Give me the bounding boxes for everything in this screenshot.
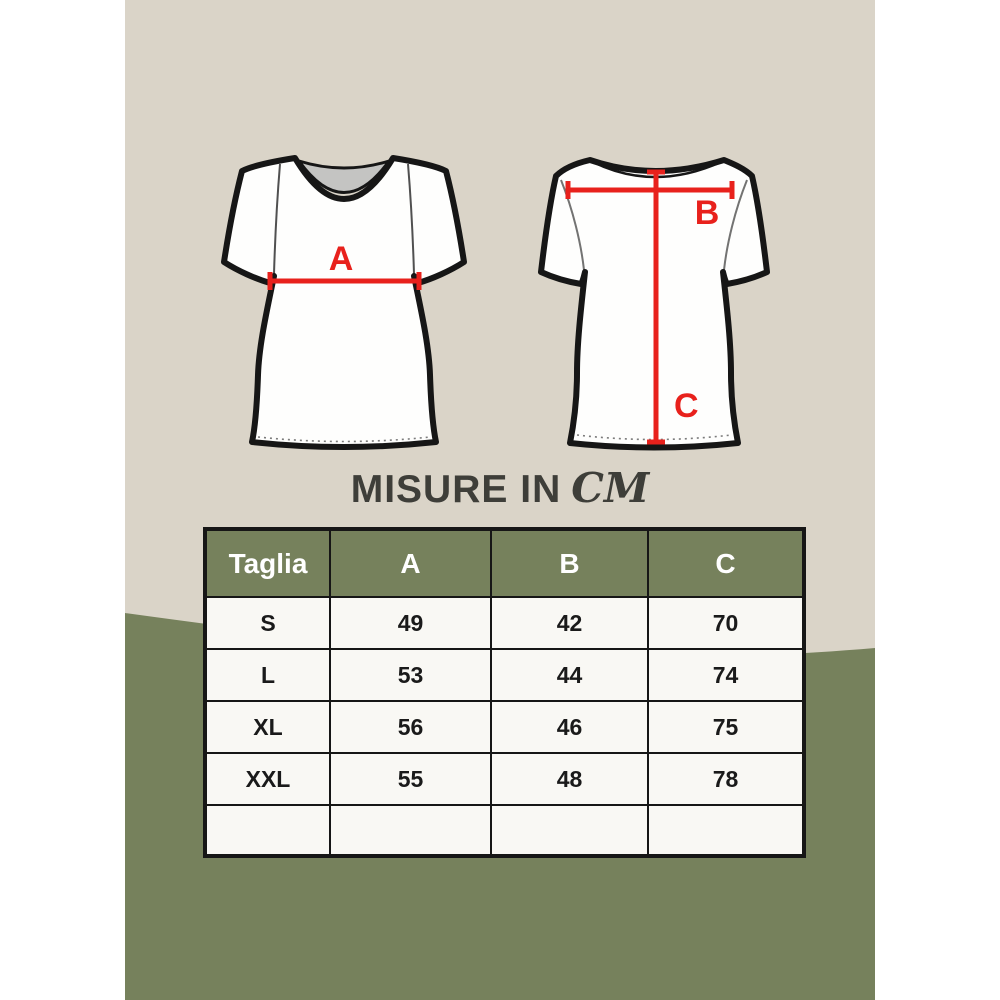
empty-cell-c [648, 805, 803, 855]
back-right-seam [723, 179, 748, 271]
back-shirt-diagram: B C [538, 157, 770, 451]
front-hem-stitch [257, 436, 431, 443]
measure-label-c: C [674, 387, 699, 425]
size-chart-title: MISURE IN CM [125, 464, 875, 512]
size-table: Taglia A B C S 49 42 70 L 53 44 74 XL 56… [203, 527, 806, 858]
header-cell-b: B [491, 530, 648, 597]
measure-line-a [267, 272, 422, 290]
measure-label-b: B [695, 194, 720, 232]
title-text: MISURE IN [350, 468, 562, 511]
value-cell-l-b: 44 [491, 649, 648, 701]
value-cell-xxl-c: 78 [648, 753, 803, 805]
size-cell-s: S [206, 597, 330, 649]
measure-line-c [647, 169, 665, 445]
header-cell-taglia: Taglia [206, 530, 330, 597]
empty-cell-size [206, 805, 330, 855]
front-collar-inner [297, 159, 391, 194]
value-cell-xxl-a: 55 [330, 753, 491, 805]
value-cell-xl-c: 75 [648, 701, 803, 753]
panel-background: A B C MISURE IN CM Taglia A B C S 49 42 [125, 0, 875, 1000]
front-shirt-diagram: A [221, 155, 467, 450]
value-cell-s-c: 70 [648, 597, 803, 649]
front-right-seam [407, 163, 415, 275]
value-cell-xl-b: 46 [491, 701, 648, 753]
value-cell-l-c: 74 [648, 649, 803, 701]
value-cell-l-a: 53 [330, 649, 491, 701]
empty-cell-a [330, 805, 491, 855]
size-cell-xl: XL [206, 701, 330, 753]
measure-line-b [565, 181, 735, 199]
value-cell-s-a: 49 [330, 597, 491, 649]
front-shirt-outline [221, 155, 467, 450]
back-left-seam [560, 179, 585, 271]
empty-cell-b [491, 805, 648, 855]
value-cell-xl-a: 56 [330, 701, 491, 753]
measure-label-a: A [329, 240, 354, 278]
size-cell-xxl: XXL [206, 753, 330, 805]
title-unit: CM [571, 464, 650, 512]
front-left-seam [273, 163, 281, 275]
size-cell-l: L [206, 649, 330, 701]
value-cell-s-b: 42 [491, 597, 648, 649]
value-cell-xxl-b: 48 [491, 753, 648, 805]
header-cell-a: A [330, 530, 491, 597]
header-cell-c: C [648, 530, 803, 597]
